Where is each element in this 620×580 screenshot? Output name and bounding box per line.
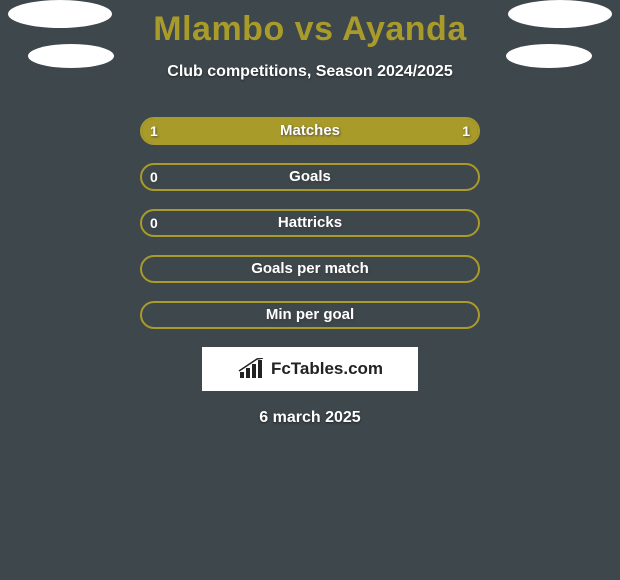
brand-text: FcTables.com: [271, 359, 383, 379]
stat-bar-mpg: [140, 301, 480, 329]
barchart-icon: [237, 358, 265, 380]
footer-date: 6 march 2025: [0, 409, 620, 427]
stat-row-gpm: Goals per match: [0, 255, 620, 283]
player-a-name: Mlambo: [153, 10, 284, 48]
stat-bar-goals: [140, 163, 480, 191]
stat-bar-hattricks: [140, 209, 480, 237]
page-root: Mlambo vs Ayanda Club competitions, Seas…: [0, 0, 620, 580]
stat-right-matches: 1: [462, 117, 470, 145]
stat-row-matches: 1 Matches 1: [0, 117, 620, 145]
brand-box: FcTables.com: [202, 347, 418, 391]
player-b-shape-2: [506, 44, 592, 68]
stat-bar-gpm: [140, 255, 480, 283]
player-a-shape-2: [28, 44, 114, 68]
stat-bar-fill-matches: [142, 119, 478, 143]
stat-bar-matches: [140, 117, 480, 145]
stats-container: 1 Matches 1 0 Goals 0 Hattricks: [0, 117, 620, 329]
versus-text: vs: [285, 10, 342, 48]
player-b-shape-1: [508, 0, 612, 28]
stat-row-hattricks: 0 Hattricks: [0, 209, 620, 237]
stat-left-matches: 1: [150, 117, 158, 145]
player-b-name: Ayanda: [342, 10, 467, 48]
stat-row-mpg: Min per goal: [0, 301, 620, 329]
stat-row-goals: 0 Goals: [0, 163, 620, 191]
player-a-shape-1: [8, 0, 112, 28]
stat-left-goals: 0: [150, 163, 158, 191]
stat-left-hattricks: 0: [150, 209, 158, 237]
